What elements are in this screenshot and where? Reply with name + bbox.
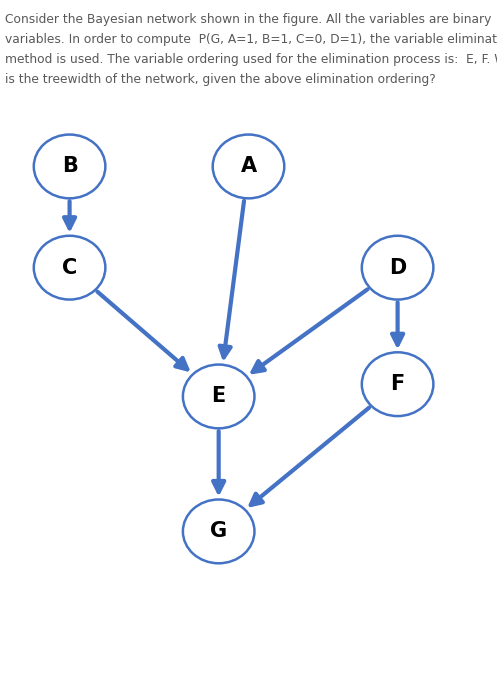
- Ellipse shape: [34, 236, 105, 300]
- Text: A: A: [241, 156, 256, 176]
- Text: F: F: [391, 374, 405, 395]
- Text: G: G: [210, 521, 227, 542]
- Text: E: E: [212, 386, 226, 406]
- Ellipse shape: [183, 500, 254, 563]
- Text: B: B: [62, 156, 78, 176]
- Ellipse shape: [362, 236, 433, 300]
- Text: variables. In order to compute  P(G, A=1, B=1, C=0, D=1), the variable eliminati: variables. In order to compute P(G, A=1,…: [5, 33, 497, 46]
- Ellipse shape: [362, 352, 433, 416]
- Text: C: C: [62, 258, 77, 277]
- Ellipse shape: [183, 365, 254, 429]
- Text: Consider the Bayesian network shown in the figure. All the variables are binary: Consider the Bayesian network shown in t…: [5, 13, 492, 26]
- Text: D: D: [389, 258, 406, 277]
- Ellipse shape: [34, 135, 105, 199]
- Ellipse shape: [213, 135, 284, 199]
- Text: method is used. The variable ordering used for the elimination process is:  E, F: method is used. The variable ordering us…: [5, 53, 497, 66]
- Text: is the treewidth of the network, given the above elimination ordering?: is the treewidth of the network, given t…: [5, 73, 436, 86]
